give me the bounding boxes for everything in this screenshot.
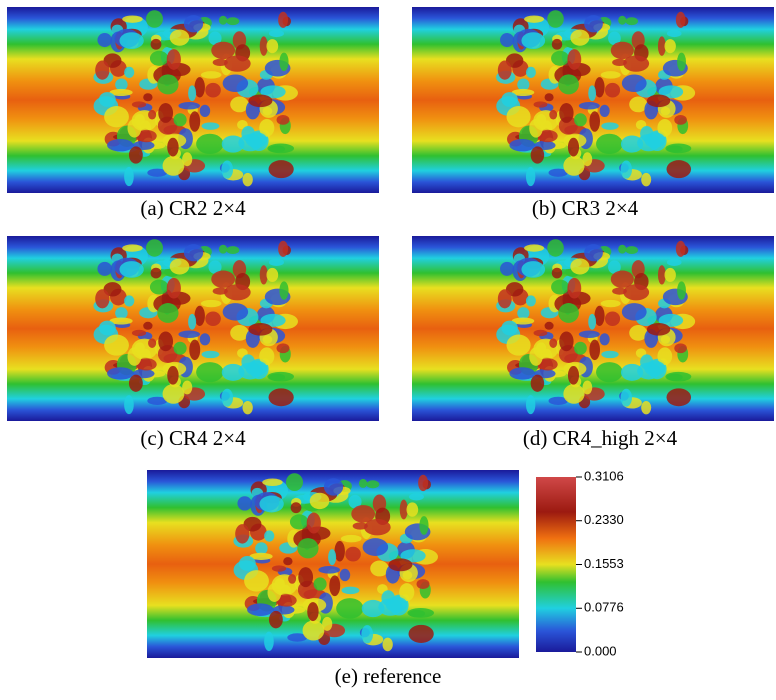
colorbar-tick-label: 0.2330 [584,512,624,527]
caption: (a) CR2 2×4 [140,196,246,220]
colorbar-tick-label: 0.000 [584,643,617,658]
field-image [147,470,519,658]
caption: (e) reference [335,664,442,688]
field-image [412,236,774,421]
caption: (c) CR4 2×4 [140,426,246,450]
field-image [412,7,774,193]
panels: (a) CR2 2×4 (b) CR3 2×4 (c) CR4 2×4 (d) CR4… [7,7,774,688]
caption: (d) CR4_high 2×4 [523,426,678,450]
colorbar-tick-label: 0.1553 [584,556,624,571]
colorbar [536,477,576,652]
colorbar-tick-label: 0.3106 [584,468,624,483]
colorbar-tick-label: 0.0776 [584,600,624,615]
caption: (b) CR3 2×4 [532,196,639,220]
field-image [7,7,379,193]
field-image [7,236,379,421]
